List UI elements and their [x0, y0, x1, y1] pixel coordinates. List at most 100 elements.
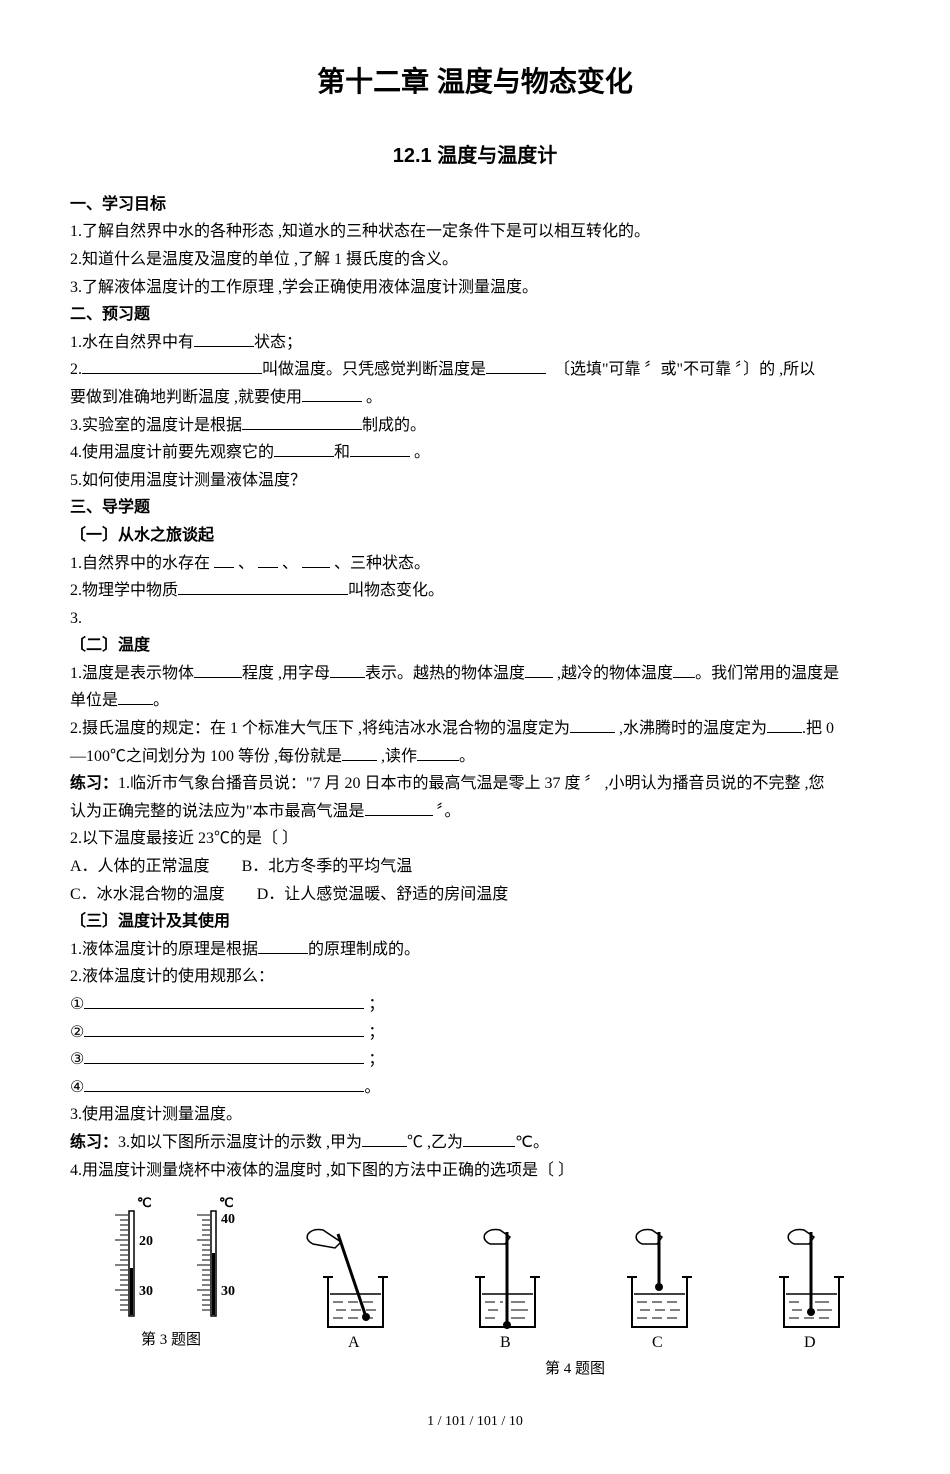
practice-3: 练习：3.如以下图所示温度计的示数 ,甲为℃ ,乙为℃。 [70, 1130, 880, 1156]
blank [258, 938, 308, 954]
text: 、三种状态。 [334, 555, 430, 572]
text: 。 [362, 389, 382, 406]
text: 。我们常用的温度是 [695, 665, 839, 682]
blank [84, 993, 364, 1009]
blank [486, 358, 546, 374]
beaker-icon: C [597, 1222, 707, 1352]
heading-preview: 二、预习题 [70, 302, 880, 328]
blank [342, 745, 377, 761]
text: 1.自然界中的水存在 [70, 555, 210, 572]
text: 2.摄氏温度的规定：在 1 个标准大气压下 ,将纯洁冰水混合物的温度定为 [70, 720, 570, 737]
scale-label: 40 [221, 1212, 235, 1227]
text: ℃ ,乙为 [407, 1134, 463, 1151]
rule-4: ④。 [70, 1075, 880, 1101]
circled-number: ③ [70, 1051, 84, 1068]
beaker-icon: A [293, 1222, 403, 1352]
text: 〔选填"可靠 〞或"不可靠 〞〕的 ,所以 [554, 361, 815, 378]
practice-1-line1: 练习：1.临沂市气象台播音员说："7 月 20 日本市的最高气温是零上 37 度… [70, 771, 880, 797]
page-footer: 1 / 101 / 101 / 10 [70, 1411, 880, 1433]
scale-label: 20 [139, 1234, 153, 1249]
beaker-b: B [445, 1222, 555, 1352]
blank [274, 441, 334, 457]
goal-2: 2.知道什么是温度及温度的单位 ,了解 1 摄氏度的含义。 [70, 247, 880, 273]
guide-s1-q2: 2.物理学中物质 叫物态变化。 [70, 578, 880, 604]
blank [84, 1021, 364, 1037]
text: ,越冷的物体温度 [553, 665, 673, 682]
beaker-icon: B [445, 1222, 555, 1352]
heading-guide: 三、导学题 [70, 495, 880, 521]
sub-2: 〔二〕温度 [70, 633, 880, 659]
guide-s3-q3: 3.使用温度计测量温度。 [70, 1102, 880, 1128]
unit-label: ℃ [137, 1195, 152, 1210]
practice-4: 4.用温度计测量烧杯中液体的温度时 ,如下图的方法中正确的选项是〔 〕 [70, 1158, 880, 1184]
text: 状态； [254, 334, 302, 351]
blank [84, 1048, 364, 1064]
thermometer-figure: ℃ 20 30 ℃ 40 30 第 [91, 1193, 251, 1352]
practice-2: 2.以下温度最接近 23℃的是〔 〕 [70, 826, 880, 852]
text: ； [368, 996, 384, 1013]
text: 。 [410, 444, 430, 461]
guide-s2-q1-line1: 1.温度是表示物体程度 ,用字母表示。越热的物体温度 ,越冷的物体温度。我们常用… [70, 661, 880, 687]
text: 程度 ,用字母 [242, 665, 330, 682]
text: 、 [238, 555, 254, 572]
heading-learning-goals: 一、学习目标 [70, 192, 880, 218]
blank [673, 662, 695, 678]
goal-3: 3.了解液体温度计的工作原理 ,学会正确使用液体温度计测量温度。 [70, 275, 880, 301]
preview-q2-line1: 2.叫做温度。只凭感觉判断温度是 〔选填"可靠 〞或"不可靠 〞〕的 ,所以 [70, 357, 880, 383]
text: 的原理制成的。 [308, 941, 420, 958]
blank [118, 689, 153, 705]
text: 要做到准确地判断温度 ,就要使用 [70, 389, 302, 406]
beaker-a: A [293, 1222, 403, 1352]
practice-label: 练习： [70, 775, 118, 792]
text: 1.临沂市气象台播音员说："7 月 20 日本市的最高气温是零上 37 度 〞 … [118, 775, 825, 792]
text: 表示。越热的物体温度 [365, 665, 525, 682]
text: 4.使用温度计前要先观察它的 [70, 444, 274, 461]
option-a: A．人体的正常温度 [70, 858, 210, 875]
text: 叫物态变化。 [348, 582, 444, 599]
preview-q5: 5.如何使用温度计测量液体温度？ [70, 468, 880, 494]
blank [417, 745, 459, 761]
blank [302, 386, 362, 402]
rule-1: ① ； [70, 992, 880, 1018]
options-row1: A．人体的正常温度 B．北方冬季的平均气温 [70, 854, 880, 880]
blank [330, 662, 365, 678]
option-c: C．冰水混合物的温度 [70, 886, 225, 903]
guide-s2-q2-line2: —100℃之间划分为 100 等份 ,每份就是 ,读作。 [70, 744, 880, 770]
text: .把 0 [802, 720, 834, 737]
blank [214, 552, 234, 568]
beaker-icon: D [749, 1222, 859, 1352]
text: 单位是 [70, 692, 118, 709]
beaker-label: B [500, 1334, 511, 1351]
options-row2: C．冰水混合物的温度 D．让人感觉温暖、舒适的房间温度 [70, 882, 880, 908]
text: —100℃之间划分为 100 等份 ,每份就是 [70, 748, 342, 765]
blank [365, 800, 433, 816]
text: 1.液体温度计的原理是根据 [70, 941, 258, 958]
text: ,读作 [377, 748, 417, 765]
beaker-d: D [749, 1222, 859, 1352]
preview-q3: 3.实验室的温度计是根据制成的。 [70, 413, 880, 439]
blank [82, 358, 262, 374]
figure-caption-3: 第 3 题图 [91, 1328, 251, 1352]
blank [194, 662, 242, 678]
text: ； [368, 1024, 384, 1041]
guide-s2-q2-line1: 2.摄氏温度的规定：在 1 个标准大气压下 ,将纯洁冰水混合物的温度定为 ,水沸… [70, 716, 880, 742]
beaker-label: A [348, 1334, 360, 1351]
guide-s2-q1-line2: 单位是。 [70, 688, 880, 714]
text: 认为正确完整的说法应为"本市最高气温是 [70, 803, 365, 820]
practice-1-line2: 认为正确完整的说法应为"本市最高气温是 〞。 [70, 799, 880, 825]
section-title: 12.1 温度与温度计 [70, 140, 880, 172]
beaker-label: C [652, 1334, 663, 1351]
circled-number: ④ [70, 1079, 84, 1096]
rule-2: ② ； [70, 1020, 880, 1046]
thermometer-icon: ℃ 20 30 ℃ 40 30 [91, 1193, 251, 1323]
blank [362, 1131, 407, 1147]
guide-s3-q2: 2.液体温度计的使用规那么： [70, 964, 880, 990]
blank [463, 1131, 515, 1147]
beaker-label: D [804, 1334, 816, 1351]
text: 2. [70, 361, 82, 378]
text: 。 [364, 1079, 380, 1096]
text: 和 [334, 444, 350, 461]
blank [350, 441, 410, 457]
text: 2.物理学中物质 [70, 582, 178, 599]
preview-q1: 1.水在自然界中有状态； [70, 330, 880, 356]
